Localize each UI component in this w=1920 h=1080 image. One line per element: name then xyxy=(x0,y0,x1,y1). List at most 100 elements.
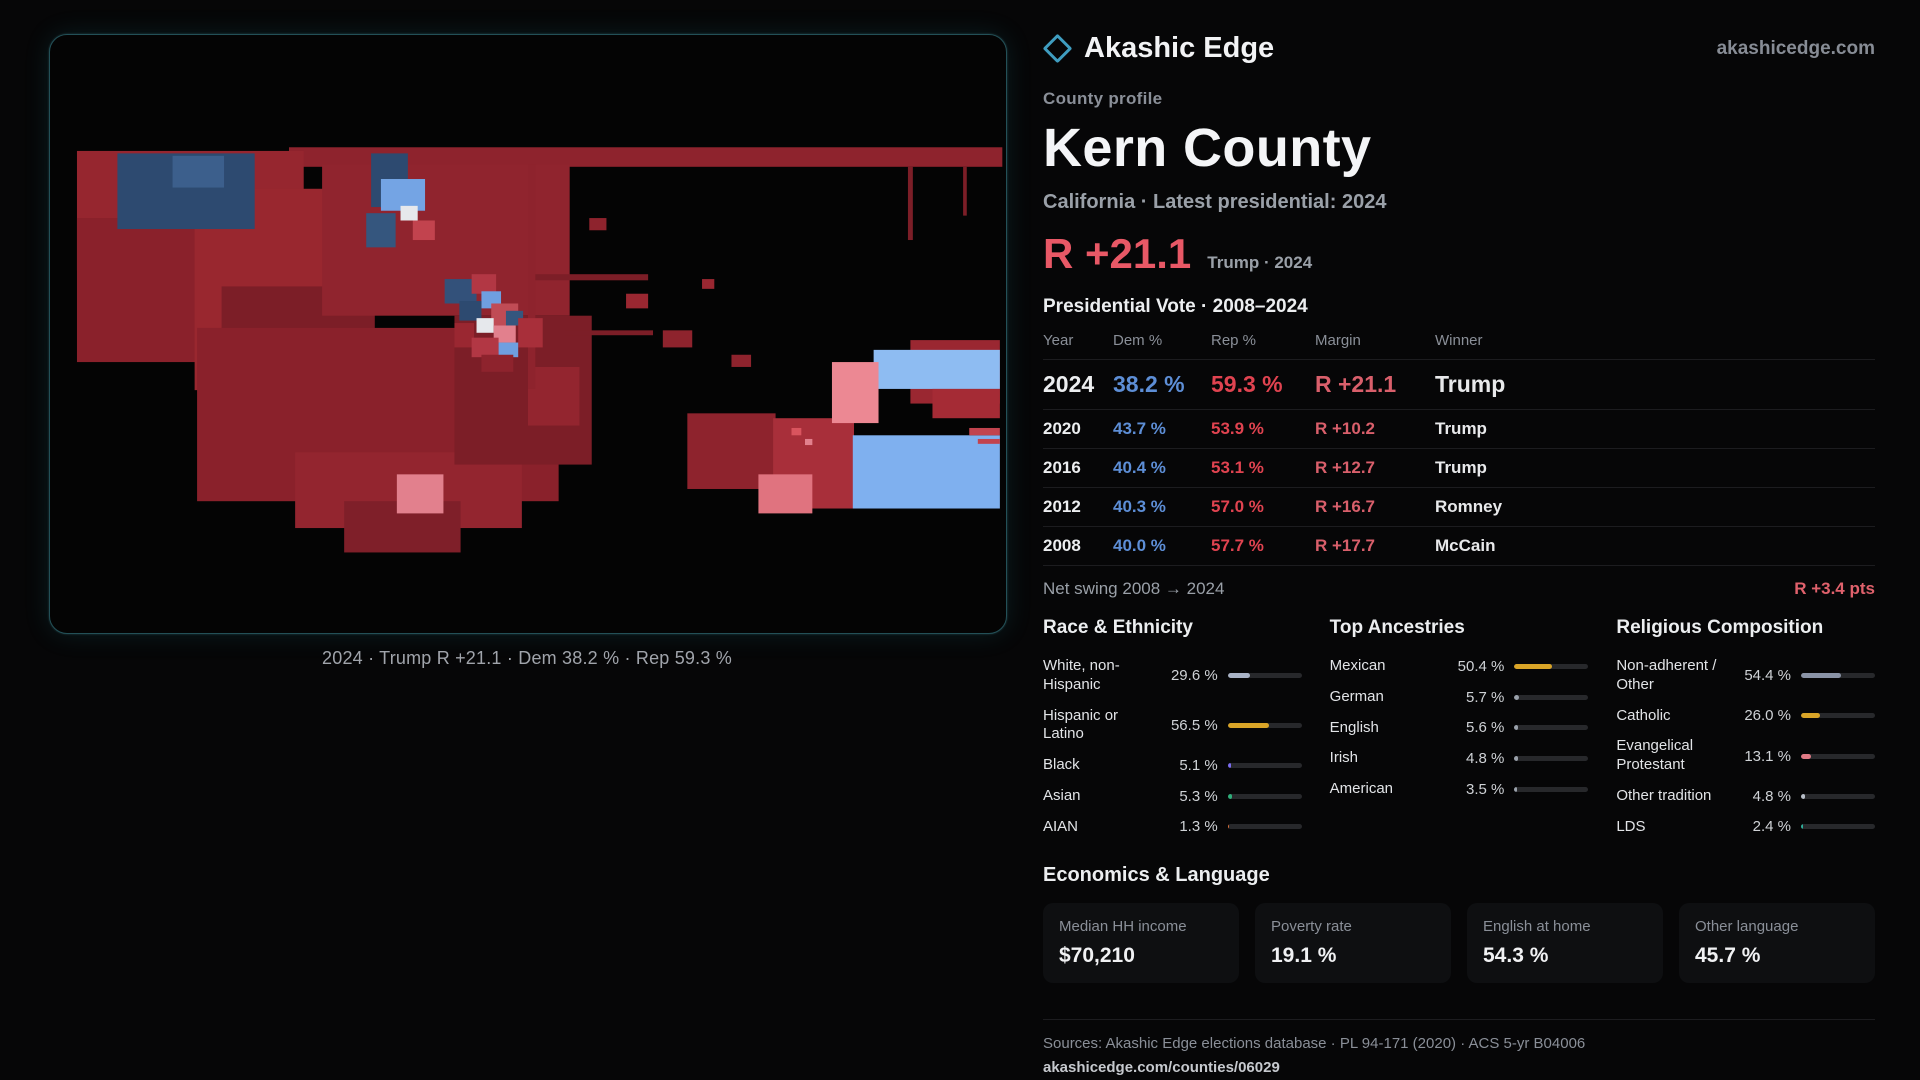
footer-sources: Sources: Akashic Edge elections database… xyxy=(1043,1035,1586,1053)
vote-table-row: 2020 43.7 % 53.9 % R +10.2 Trump xyxy=(1043,409,1875,448)
county-profile: Akashic Edge akashicedge.com County prof… xyxy=(1042,32,1876,1076)
vote-dem-pct: 40.3 % xyxy=(1113,497,1166,516)
demographic-bar-track xyxy=(1514,663,1589,669)
demographic-row: English 5.6 % xyxy=(1330,713,1589,744)
demographic-value: 50.4 % xyxy=(1457,657,1505,675)
vote-rep-pct: 57.0 % xyxy=(1211,497,1264,516)
demographic-bar-fill xyxy=(1801,713,1821,719)
map-precinct xyxy=(412,220,435,241)
stat-value: 54.3 % xyxy=(1483,944,1549,968)
demographic-row: German 5.7 % xyxy=(1330,682,1589,713)
demographic-label: Other tradition xyxy=(1616,786,1712,804)
map-precinct xyxy=(535,274,649,281)
map-precinct xyxy=(831,362,879,424)
demographic-row: Hispanic or Latino 56.5 % xyxy=(1043,701,1302,751)
map-precinct xyxy=(977,438,1000,444)
demographic-bar-fill xyxy=(1514,786,1517,792)
headline-margin: R +21.1 xyxy=(1043,230,1192,277)
demographic-label: German xyxy=(1329,687,1384,705)
demographic-value: 54.4 % xyxy=(1744,667,1792,685)
demographic-row: Catholic 26.0 % xyxy=(1616,701,1876,732)
map-precinct xyxy=(702,279,715,289)
map-precinct xyxy=(626,293,649,309)
map-precinct xyxy=(969,427,1000,436)
demographic-bar-fill xyxy=(1227,824,1229,830)
stat-value: 45.7 % xyxy=(1695,944,1761,968)
site-name: Akashic Edge xyxy=(1084,32,1275,64)
vote-year: 2016 xyxy=(1043,458,1081,477)
vote-table-row: 2008 40.0 % 57.7 % R +17.7 McCain xyxy=(1043,526,1875,565)
map-precinct xyxy=(476,318,494,333)
vote-year: 2020 xyxy=(1043,419,1081,438)
demographic-value: 5.3 % xyxy=(1179,787,1218,805)
county-subtitle: California · Latest presidential: 2024 xyxy=(1043,191,1387,213)
stat-card: English at home 54.3 % xyxy=(1467,903,1663,984)
vote-margin: R +17.7 xyxy=(1315,536,1376,555)
demographic-label: Catholic xyxy=(1616,706,1671,724)
demographic-row: Evangelical Protestant 13.1 % xyxy=(1616,731,1876,781)
demographic-value: 5.6 % xyxy=(1465,719,1505,737)
stat-card: Other language 45.7 % xyxy=(1679,903,1875,984)
demographic-label: Mexican xyxy=(1329,657,1386,674)
demographic-bar-fill xyxy=(1514,725,1519,731)
map-precinct xyxy=(528,366,580,426)
demographic-bar-track xyxy=(1801,753,1876,759)
vote-winner: Trump xyxy=(1435,371,1506,397)
vote-table-row: 2012 40.3 % 57.0 % R +16.7 Romney xyxy=(1043,487,1875,526)
stat-label: Poverty rate xyxy=(1271,918,1352,936)
stat-value: 19.1 % xyxy=(1271,944,1337,968)
demographic-column-title: Race & Ethnicity xyxy=(1043,617,1193,638)
demographic-value: 3.5 % xyxy=(1465,780,1505,798)
demographic-label: AIAN xyxy=(1043,817,1079,835)
demographic-bar-track xyxy=(1514,786,1589,792)
demographic-value: 5.7 % xyxy=(1465,688,1505,706)
vote-dem-pct: 43.7 % xyxy=(1113,419,1166,438)
vote-table-header: Year Dem % Rep % Margin Winner xyxy=(1043,332,1875,359)
map-precinct xyxy=(454,323,475,348)
col-winner: Winner xyxy=(1435,332,1483,349)
diamond-logo-icon xyxy=(1042,33,1073,64)
demographic-column: Religious Composition Non-adherent / Othe… xyxy=(1616,617,1876,842)
demographic-value: 1.3 % xyxy=(1179,818,1218,836)
map-precinct xyxy=(498,342,519,358)
stat-label: English at home xyxy=(1483,918,1591,936)
demographic-bar-track xyxy=(1801,793,1876,799)
demographic-bar-fill xyxy=(1227,722,1270,728)
net-swing-label: Net swing 2008 → 2024 xyxy=(1043,579,1225,598)
vote-rep-pct: 53.1 % xyxy=(1211,458,1264,477)
footer-permalink[interactable]: akashicedge.com/counties/06029 xyxy=(1043,1059,1280,1077)
site-domain-link[interactable]: akashicedge.com xyxy=(1716,37,1875,59)
vote-table-row: 2024 38.2 % 59.3 % R +21.1 Trump xyxy=(1043,359,1875,409)
map-precinct xyxy=(932,388,1000,419)
demographic-label: Black xyxy=(1043,756,1080,773)
vote-table-title: Presidential Vote · 2008–2024 xyxy=(1043,296,1308,317)
map-precinct xyxy=(804,438,813,446)
vote-year: 2012 xyxy=(1043,497,1081,516)
vote-table-row: 2016 40.4 % 53.1 % R +12.7 Trump xyxy=(1043,448,1875,487)
demographic-row: Asian 5.3 % xyxy=(1043,781,1302,812)
demographic-bar-track xyxy=(1801,824,1876,830)
demographic-bar-track xyxy=(1514,756,1589,762)
demographic-column: Top Ancestries Mexican 50.4 % German 5.7 % En… xyxy=(1330,617,1589,842)
demographic-label: Evangelical Protestant xyxy=(1616,737,1694,773)
page-footer: Sources: Akashic Edge elections database… xyxy=(1043,1019,1875,1076)
site-header: Akashic Edge akashicedge.com xyxy=(1042,32,1875,65)
vote-margin: R +21.1 xyxy=(1315,371,1397,397)
demographic-bar-track xyxy=(1227,722,1302,728)
stat-label: Median HH income xyxy=(1059,918,1187,936)
demographic-bar-track xyxy=(1514,694,1589,700)
col-dem: Dem % xyxy=(1113,332,1163,349)
col-year: Year xyxy=(1043,332,1074,349)
vote-year: 2024 xyxy=(1043,371,1095,397)
map-precinct xyxy=(380,179,426,211)
demographic-bar-fill xyxy=(1801,673,1842,679)
vote-rep-pct: 53.9 % xyxy=(1211,419,1264,438)
map-precinct xyxy=(662,330,693,348)
demographic-label: English xyxy=(1329,718,1379,736)
map-precinct xyxy=(172,155,225,188)
stat-value: $70,210 xyxy=(1059,944,1135,968)
county-map-panel xyxy=(49,34,1007,634)
map-precinct xyxy=(493,325,516,343)
vote-margin: R +10.2 xyxy=(1315,419,1376,438)
demographic-bar-fill xyxy=(1227,762,1232,768)
